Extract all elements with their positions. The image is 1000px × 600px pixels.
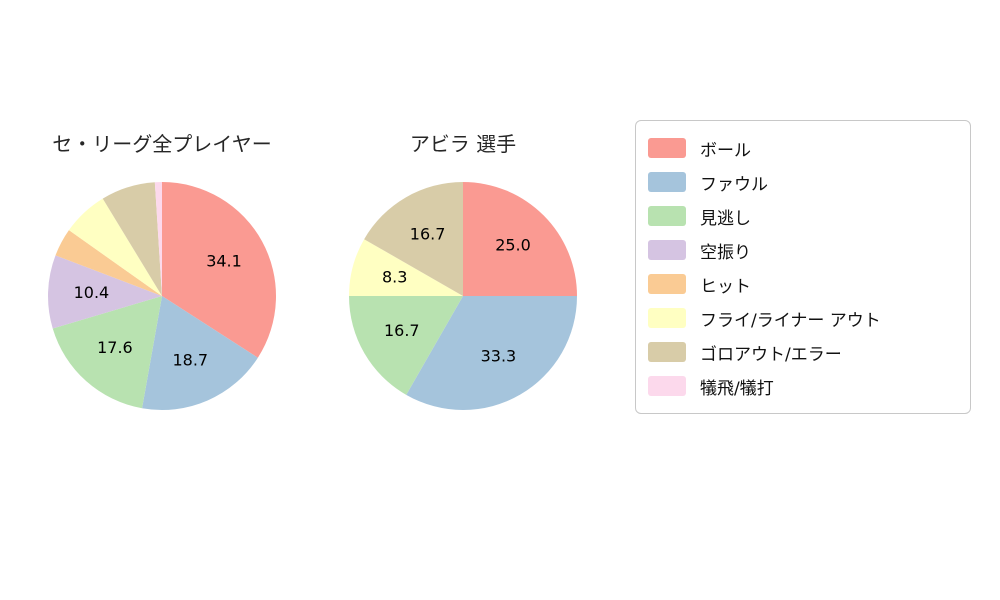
pie-slice-label-0: 34.1 [206,252,242,271]
legend-item-2: 見逃し [636,199,970,233]
legend-item-5: フライ/ライナー アウト [636,301,970,335]
legend-label-4: ヒット [700,276,751,297]
legend-label-7: 犠飛/犠打 [700,378,774,399]
pie-slice-4 [55,230,162,296]
legend-label-6: ゴロアウト/エラー [700,344,842,365]
pie-slice-label-1: 33.3 [481,347,517,366]
pie-slice-1 [142,296,258,410]
pie-slice-6 [102,182,162,296]
pie-slice-label-1: 18.7 [172,350,208,369]
pie-chart-right: 25.0 33.3 16.7 8.3 16.7 [349,182,577,411]
pie-slice-5 [68,198,162,296]
chart-title-left: セ・リーグ全プレイヤー [52,132,272,156]
pie-slice-label-0: 25.0 [495,236,531,255]
legend-swatch-3 [648,240,686,260]
pie-slice-3 [349,239,463,296]
legend-swatch-1 [648,172,686,192]
legend-swatch-6 [648,342,686,362]
pie-slice-1 [406,296,577,411]
pie-slice-label-2: 17.6 [97,338,133,357]
pie-slice-2 [52,296,163,409]
legend-item-7: 犠飛/犠打 [636,369,970,403]
pie-slice-4 [364,182,463,296]
legend-item-4: ヒット [636,267,970,301]
legend-label-1: ファウル [700,174,768,195]
pie-slice-2 [349,296,463,395]
chart-title-right: アビラ 選手 [409,132,517,156]
legend-item-1: ファウル [636,165,970,199]
legend: ボールファウル見逃し空振りヒットフライ/ライナー アウト ゴロアウト/エラー 犠飛/… [635,120,971,414]
pie-slice-label-2: 16.7 [384,321,420,340]
legend-item-0: ボール [636,131,970,165]
pie-slice-0 [162,182,277,358]
legend-swatch-2 [648,206,686,226]
legend-label-3: 空振り [700,242,751,263]
legend-swatch-5 [648,308,686,328]
legend-item-6: ゴロアウト/エラー [636,335,970,369]
legend-label-5: フライ/ライナー アウト [700,310,881,331]
legend-swatch-7 [648,376,686,396]
pie-slice-label-3: 8.3 [382,267,407,286]
legend-label-2: 見逃し [700,208,751,229]
legend-item-3: 空振り [636,233,970,267]
pie-slice-0 [463,182,577,296]
pie-slice-7 [154,181,162,296]
legend-label-0: ボール [700,140,751,161]
pie-slice-label-3: 10.4 [74,283,110,302]
pie-chart-left: 34.1 18.7 17.6 10.4 [48,181,277,410]
pie-slice-3 [48,255,163,329]
pie-slice-label-4: 16.7 [410,224,446,243]
legend-swatch-4 [648,274,686,294]
legend-swatch-0 [648,138,686,158]
